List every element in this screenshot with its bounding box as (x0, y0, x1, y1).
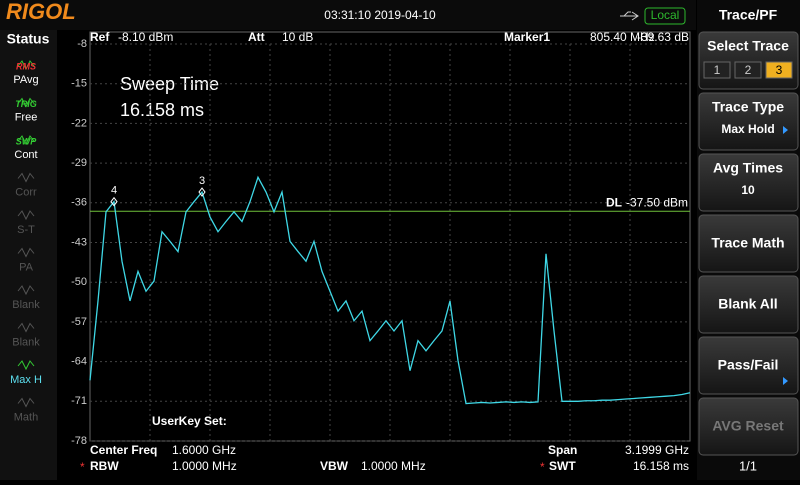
center-value: 1.6000 GHz (172, 443, 236, 457)
status-label: Blank (12, 299, 40, 311)
arrow (783, 377, 788, 385)
rbw-label: RBW (90, 459, 119, 473)
vbw-value: 1.0000 MHz (361, 459, 426, 473)
y-tick-label: -36 (71, 197, 87, 209)
status-label: Cont (14, 149, 37, 161)
status-tag: SWP (16, 136, 37, 146)
att-label: Att (248, 30, 265, 44)
marker-label: Marker1 (504, 30, 550, 44)
marker (110, 196, 118, 207)
menu-label: Pass/Fail (718, 357, 779, 373)
trace-option[interactable] (703, 61, 731, 79)
menu-value: Max Hold (721, 122, 774, 136)
local-box (644, 7, 686, 25)
display-line-name: DL (606, 195, 622, 209)
status-icon (17, 322, 35, 333)
menu-label: Avg Times (713, 160, 783, 176)
rbw-value: 1.0000 MHz (172, 459, 237, 473)
brand: RIGOL (6, 0, 76, 24)
menu-button[interactable] (698, 153, 799, 212)
marker-label: 4 (111, 185, 117, 197)
overlay-value: 16.158 ms (120, 100, 204, 120)
trace-option-label: 1 (714, 63, 721, 77)
y-tick-label: -71 (71, 395, 87, 407)
marker-level: -39.63 dB (637, 30, 689, 44)
status-icon (17, 360, 35, 371)
y-tick-label: -78 (71, 435, 87, 447)
status-label: S-T (17, 224, 35, 236)
y-tick-label: -29 (71, 157, 87, 169)
menu-label: Trace Math (711, 235, 784, 251)
status-label: Free (15, 111, 38, 123)
y-tick-label: -64 (71, 356, 87, 368)
datetime: 03:31:10 2019-04-10 (324, 8, 436, 22)
status-label: PA (19, 261, 34, 273)
status-title: Status (7, 31, 50, 47)
vbw-label: VBW (320, 459, 349, 473)
y-tick-label: -15 (71, 78, 87, 90)
span-label: Span (548, 443, 577, 457)
status-label: PAvg (13, 74, 38, 86)
asterisk: * (540, 460, 545, 474)
overlay-label: Sweep Time (120, 74, 219, 94)
menu-button[interactable] (698, 397, 799, 456)
top-bar (0, 0, 696, 30)
menu-title: Trace/PF (719, 7, 778, 23)
marker-freq: 805.40 MHz (590, 30, 655, 44)
menu-button[interactable] (698, 275, 799, 334)
menu-button[interactable] (698, 92, 799, 151)
status-label: Max H (10, 374, 42, 386)
status-icon (17, 247, 35, 258)
status-icon (17, 210, 35, 221)
ref-value: -8.10 dBm (118, 30, 173, 44)
y-tick-label: -22 (71, 117, 87, 129)
menu-button[interactable] (698, 336, 799, 395)
status-icon (17, 97, 35, 108)
span-value: 3.1999 GHz (625, 443, 689, 457)
display-line-level: -37.50 dBm (626, 195, 688, 209)
marker-label: 3 (199, 175, 205, 187)
menu-value: 10 (741, 183, 755, 197)
status-icon (17, 172, 35, 183)
arrow (783, 126, 788, 134)
menu-page: 1/1 (739, 458, 757, 473)
status-label: Blank (12, 336, 40, 348)
ref-label: Ref (90, 30, 110, 44)
status-icon (17, 397, 35, 408)
y-tick-label: -8 (77, 38, 87, 50)
trace-option-label: 2 (745, 63, 752, 77)
swt-value: 16.158 ms (633, 459, 689, 473)
swt-label: SWT (549, 459, 576, 473)
att-value: 10 dB (282, 30, 313, 44)
userkey: UserKey Set: (152, 414, 227, 428)
marker (198, 187, 206, 197)
menu-label: AVG Reset (712, 418, 784, 434)
trace-option-label: 3 (776, 63, 783, 77)
menu-label: Blank All (718, 296, 777, 312)
usb-icon (620, 11, 639, 21)
status-icon (17, 135, 35, 146)
status-panel (0, 30, 57, 480)
trace-option[interactable] (765, 61, 793, 79)
mode: Local (651, 8, 680, 22)
trace (89, 175, 691, 405)
status-label: Math (14, 411, 38, 423)
menu-button[interactable] (698, 214, 799, 273)
status-tag: RMS (16, 61, 36, 71)
y-tick-label: -43 (71, 236, 87, 248)
center-label: Center Freq (90, 443, 157, 457)
y-tick-label: -50 (71, 276, 87, 288)
trace-option[interactable] (734, 61, 762, 79)
menu-label: Trace Type (712, 99, 784, 115)
status-icon (17, 60, 35, 71)
menu-label: Select Trace (707, 38, 789, 54)
status-icon (17, 285, 35, 296)
y-tick-label: -57 (71, 316, 87, 328)
status-label: Corr (15, 186, 37, 198)
status-tag: TRIG (15, 99, 37, 109)
asterisk: * (80, 460, 85, 474)
